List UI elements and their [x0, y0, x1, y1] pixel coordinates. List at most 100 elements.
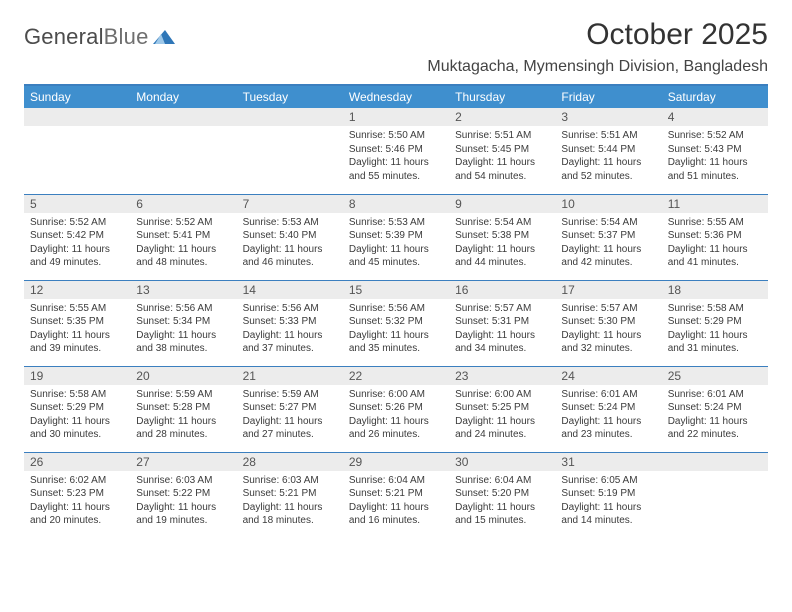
day-number: 14 — [237, 281, 343, 299]
calendar-cell: 30Sunrise: 6:04 AMSunset: 5:20 PMDayligh… — [449, 452, 555, 538]
calendar-cell: 14Sunrise: 5:56 AMSunset: 5:33 PMDayligh… — [237, 280, 343, 366]
sunset-line: Sunset: 5:24 PM — [668, 401, 762, 415]
day-info: Sunrise: 5:53 AMSunset: 5:40 PMDaylight:… — [237, 213, 343, 274]
sunset-line: Sunset: 5:29 PM — [30, 401, 124, 415]
day-info: Sunrise: 5:57 AMSunset: 5:31 PMDaylight:… — [449, 299, 555, 360]
sunset-line: Sunset: 5:37 PM — [561, 229, 655, 243]
sunset-line: Sunset: 5:24 PM — [561, 401, 655, 415]
daylight-line: Daylight: 11 hours and 34 minutes. — [455, 329, 549, 356]
location: Muktagacha, Mymensingh Division, Banglad… — [427, 58, 768, 76]
sunrise-line: Sunrise: 6:04 AM — [455, 474, 549, 488]
day-number: 13 — [130, 281, 236, 299]
day-info: Sunrise: 5:53 AMSunset: 5:39 PMDaylight:… — [343, 213, 449, 274]
calendar-cell: 18Sunrise: 5:58 AMSunset: 5:29 PMDayligh… — [662, 280, 768, 366]
calendar-cell: 27Sunrise: 6:03 AMSunset: 5:22 PMDayligh… — [130, 452, 236, 538]
weekday-header: Thursday — [449, 86, 555, 108]
day-number: 16 — [449, 281, 555, 299]
weekday-header: Friday — [555, 86, 661, 108]
day-number: 9 — [449, 195, 555, 213]
day-info: Sunrise: 5:58 AMSunset: 5:29 PMDaylight:… — [662, 299, 768, 360]
calendar-cell: 28Sunrise: 6:03 AMSunset: 5:21 PMDayligh… — [237, 452, 343, 538]
calendar-cell: 25Sunrise: 6:01 AMSunset: 5:24 PMDayligh… — [662, 366, 768, 452]
day-number: 18 — [662, 281, 768, 299]
sunset-line: Sunset: 5:21 PM — [243, 487, 337, 501]
daylight-line: Daylight: 11 hours and 31 minutes. — [668, 329, 762, 356]
calendar-row: 1Sunrise: 5:50 AMSunset: 5:46 PMDaylight… — [24, 108, 768, 194]
day-number: 3 — [555, 108, 661, 126]
day-info: Sunrise: 5:59 AMSunset: 5:28 PMDaylight:… — [130, 385, 236, 446]
day-number: 7 — [237, 195, 343, 213]
day-info: Sunrise: 5:55 AMSunset: 5:35 PMDaylight:… — [24, 299, 130, 360]
month-title: October 2025 — [427, 18, 768, 52]
calendar-cell: 10Sunrise: 5:54 AMSunset: 5:37 PMDayligh… — [555, 194, 661, 280]
sunset-line: Sunset: 5:28 PM — [136, 401, 230, 415]
calendar-cell — [130, 108, 236, 194]
sunrise-line: Sunrise: 5:56 AM — [136, 302, 230, 316]
sunrise-line: Sunrise: 5:56 AM — [349, 302, 443, 316]
daylight-line: Daylight: 11 hours and 16 minutes. — [349, 501, 443, 528]
day-number: 11 — [662, 195, 768, 213]
sunrise-line: Sunrise: 6:03 AM — [243, 474, 337, 488]
daylight-line: Daylight: 11 hours and 51 minutes. — [668, 156, 762, 183]
day-number — [237, 108, 343, 126]
day-info: Sunrise: 5:58 AMSunset: 5:29 PMDaylight:… — [24, 385, 130, 446]
sunset-line: Sunset: 5:32 PM — [349, 315, 443, 329]
daylight-line: Daylight: 11 hours and 44 minutes. — [455, 243, 549, 270]
calendar-cell: 8Sunrise: 5:53 AMSunset: 5:39 PMDaylight… — [343, 194, 449, 280]
calendar-cell: 2Sunrise: 5:51 AMSunset: 5:45 PMDaylight… — [449, 108, 555, 194]
daylight-line: Daylight: 11 hours and 41 minutes. — [668, 243, 762, 270]
daylight-line: Daylight: 11 hours and 37 minutes. — [243, 329, 337, 356]
calendar-cell: 1Sunrise: 5:50 AMSunset: 5:46 PMDaylight… — [343, 108, 449, 194]
calendar-table: SundayMondayTuesdayWednesdayThursdayFrid… — [24, 86, 768, 538]
day-number: 5 — [24, 195, 130, 213]
daylight-line: Daylight: 11 hours and 55 minutes. — [349, 156, 443, 183]
day-number: 28 — [237, 453, 343, 471]
sunset-line: Sunset: 5:20 PM — [455, 487, 549, 501]
sunset-line: Sunset: 5:40 PM — [243, 229, 337, 243]
logo-text: GeneralBlue — [24, 24, 149, 50]
sunrise-line: Sunrise: 5:52 AM — [136, 216, 230, 230]
day-info: Sunrise: 5:52 AMSunset: 5:43 PMDaylight:… — [662, 126, 768, 187]
sunset-line: Sunset: 5:19 PM — [561, 487, 655, 501]
calendar-cell: 22Sunrise: 6:00 AMSunset: 5:26 PMDayligh… — [343, 366, 449, 452]
sunrise-line: Sunrise: 5:56 AM — [243, 302, 337, 316]
calendar-cell: 15Sunrise: 5:56 AMSunset: 5:32 PMDayligh… — [343, 280, 449, 366]
day-info: Sunrise: 6:01 AMSunset: 5:24 PMDaylight:… — [555, 385, 661, 446]
calendar-cell: 19Sunrise: 5:58 AMSunset: 5:29 PMDayligh… — [24, 366, 130, 452]
sunrise-line: Sunrise: 5:58 AM — [30, 388, 124, 402]
day-number: 25 — [662, 367, 768, 385]
sunrise-line: Sunrise: 5:55 AM — [668, 216, 762, 230]
day-number: 4 — [662, 108, 768, 126]
daylight-line: Daylight: 11 hours and 38 minutes. — [136, 329, 230, 356]
daylight-line: Daylight: 11 hours and 46 minutes. — [243, 243, 337, 270]
sunrise-line: Sunrise: 6:03 AM — [136, 474, 230, 488]
calendar-cell: 5Sunrise: 5:52 AMSunset: 5:42 PMDaylight… — [24, 194, 130, 280]
day-number: 6 — [130, 195, 236, 213]
sunset-line: Sunset: 5:35 PM — [30, 315, 124, 329]
sunset-line: Sunset: 5:26 PM — [349, 401, 443, 415]
sunrise-line: Sunrise: 6:01 AM — [668, 388, 762, 402]
calendar-cell: 4Sunrise: 5:52 AMSunset: 5:43 PMDaylight… — [662, 108, 768, 194]
calendar-cell: 7Sunrise: 5:53 AMSunset: 5:40 PMDaylight… — [237, 194, 343, 280]
day-number: 26 — [24, 453, 130, 471]
day-info: Sunrise: 5:59 AMSunset: 5:27 PMDaylight:… — [237, 385, 343, 446]
daylight-line: Daylight: 11 hours and 39 minutes. — [30, 329, 124, 356]
day-number: 8 — [343, 195, 449, 213]
calendar-cell: 29Sunrise: 6:04 AMSunset: 5:21 PMDayligh… — [343, 452, 449, 538]
day-info: Sunrise: 5:56 AMSunset: 5:34 PMDaylight:… — [130, 299, 236, 360]
sunset-line: Sunset: 5:27 PM — [243, 401, 337, 415]
calendar-cell: 24Sunrise: 6:01 AMSunset: 5:24 PMDayligh… — [555, 366, 661, 452]
daylight-line: Daylight: 11 hours and 35 minutes. — [349, 329, 443, 356]
sunrise-line: Sunrise: 5:52 AM — [30, 216, 124, 230]
sunset-line: Sunset: 5:29 PM — [668, 315, 762, 329]
day-info: Sunrise: 5:56 AMSunset: 5:33 PMDaylight:… — [237, 299, 343, 360]
calendar-cell: 20Sunrise: 5:59 AMSunset: 5:28 PMDayligh… — [130, 366, 236, 452]
daylight-line: Daylight: 11 hours and 15 minutes. — [455, 501, 549, 528]
day-info: Sunrise: 5:51 AMSunset: 5:45 PMDaylight:… — [449, 126, 555, 187]
sunset-line: Sunset: 5:43 PM — [668, 143, 762, 157]
sunset-line: Sunset: 5:46 PM — [349, 143, 443, 157]
weekday-header: Wednesday — [343, 86, 449, 108]
sunrise-line: Sunrise: 5:51 AM — [561, 129, 655, 143]
day-number: 31 — [555, 453, 661, 471]
calendar-cell: 16Sunrise: 5:57 AMSunset: 5:31 PMDayligh… — [449, 280, 555, 366]
